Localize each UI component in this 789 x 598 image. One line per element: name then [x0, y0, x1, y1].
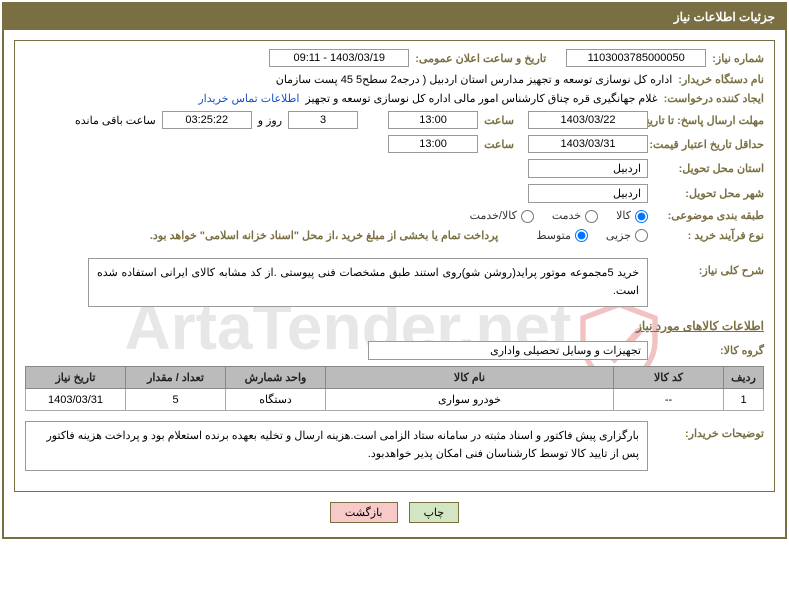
th-code: کد کالا: [614, 367, 724, 389]
purchase-option-medium-text: متوسط: [536, 230, 571, 242]
purchase-radio-minor[interactable]: [635, 229, 648, 242]
announce-label: تاریخ و ساعت اعلان عمومی:: [415, 52, 546, 65]
announce-value: 1403/03/19 - 09:11: [269, 49, 409, 67]
cell-qty: 5: [126, 389, 226, 411]
delivery-city-value: اردبیل: [528, 184, 648, 203]
deadline-send-date: 1403/03/22: [528, 111, 648, 129]
purchase-option-minor[interactable]: جزیی: [606, 229, 648, 243]
buyer-note-label: توضیحات خریدار:: [654, 421, 764, 440]
page-title: جزئیات اطلاعات نیاز: [4, 4, 785, 30]
min-valid-date: 1403/03/31: [528, 135, 648, 153]
th-name: نام کالا: [326, 367, 614, 389]
deadline-send-label: مهلت ارسال پاسخ: تا تاریخ:: [654, 114, 764, 127]
cell-code: --: [614, 389, 724, 411]
min-valid-time-label: ساعت: [484, 138, 514, 151]
cell-unit: دستگاه: [226, 389, 326, 411]
delivery-province-label: استان محل تحویل:: [654, 162, 764, 175]
group-value: تجهیزات و وسایل تحصیلی واداری: [368, 341, 648, 360]
category-label: طبقه بندی موضوعی:: [654, 209, 764, 222]
buyer-note-text: بارگزاری پیش فاکتور و اسناد مثبته در سام…: [25, 421, 648, 470]
purchase-option-minor-text: جزیی: [606, 230, 631, 242]
buyer-contact-link[interactable]: اطلاعات تماس خریدار: [198, 92, 299, 105]
buyer-org-value: اداره کل نوسازی توسعه و تجهیز مدارس استا…: [276, 73, 673, 86]
th-unit: واحد شمارش: [226, 367, 326, 389]
category-option-goods[interactable]: کالا: [616, 209, 648, 223]
deadline-send-time-label: ساعت: [484, 114, 514, 127]
min-valid-label: حداقل تاریخ اعتبار قیمت: تا تاریخ:: [654, 138, 764, 151]
th-row: ردیف: [724, 367, 764, 389]
cell-name: خودرو سواری: [326, 389, 614, 411]
items-section-title: اطلاعات کالاهای مورد نیاز: [25, 319, 764, 333]
requester-value: غلام جهانگیری قره چناق کارشناس امور مالی…: [305, 92, 657, 105]
group-label: گروه کالا:: [654, 344, 764, 357]
print-button[interactable]: چاپ: [409, 502, 460, 523]
deadline-days: 3: [288, 111, 358, 129]
th-date: تاریخ نیاز: [26, 367, 126, 389]
purchase-type-label: نوع فرآیند خرید :: [654, 229, 764, 242]
category-option-service-text: خدمت: [552, 210, 581, 222]
cell-row: 1: [724, 389, 764, 411]
category-option-both-text: کالا/خدمت: [470, 210, 517, 222]
category-radio-service[interactable]: [585, 210, 598, 223]
category-radio-goods[interactable]: [635, 210, 648, 223]
cell-date: 1403/03/31: [26, 389, 126, 411]
deadline-days-label: روز و: [258, 114, 282, 127]
summary-text: خرید 5مجموعه موتور پراید(روشن شو)روی است…: [88, 258, 648, 307]
need-number-label: شماره نیاز:: [712, 52, 764, 65]
need-number-value: 1103003785000050: [566, 49, 706, 67]
purchase-radio-medium[interactable]: [575, 229, 588, 242]
deadline-send-time: 13:00: [388, 111, 478, 129]
category-option-goods-text: کالا: [616, 210, 631, 222]
buyer-org-label: نام دستگاه خریدار:: [678, 73, 764, 86]
items-table: ردیف کد کالا نام کالا واحد شمارش تعداد /…: [25, 366, 764, 411]
category-option-service[interactable]: خدمت: [552, 209, 598, 223]
purchase-note: پرداخت تمام یا بخشی از مبلغ خرید ،از محل…: [150, 229, 498, 242]
delivery-province-value: اردبیل: [528, 159, 648, 178]
category-radio-both[interactable]: [521, 210, 534, 223]
requester-label: ایجاد کننده درخواست:: [664, 92, 764, 105]
table-row: 1 -- خودرو سواری دستگاه 5 1403/03/31: [26, 389, 764, 411]
deadline-remain-label: ساعت باقی مانده: [75, 114, 156, 127]
summary-label: شرح کلی نیاز:: [654, 258, 764, 277]
category-option-both[interactable]: کالا/خدمت: [470, 209, 534, 223]
purchase-option-medium[interactable]: متوسط: [536, 229, 588, 243]
back-button[interactable]: بازگشت: [330, 502, 398, 523]
delivery-city-label: شهر محل تحویل:: [654, 187, 764, 200]
deadline-remain-time: 03:25:22: [162, 111, 252, 129]
th-qty: تعداد / مقدار: [126, 367, 226, 389]
min-valid-time: 13:00: [388, 135, 478, 153]
